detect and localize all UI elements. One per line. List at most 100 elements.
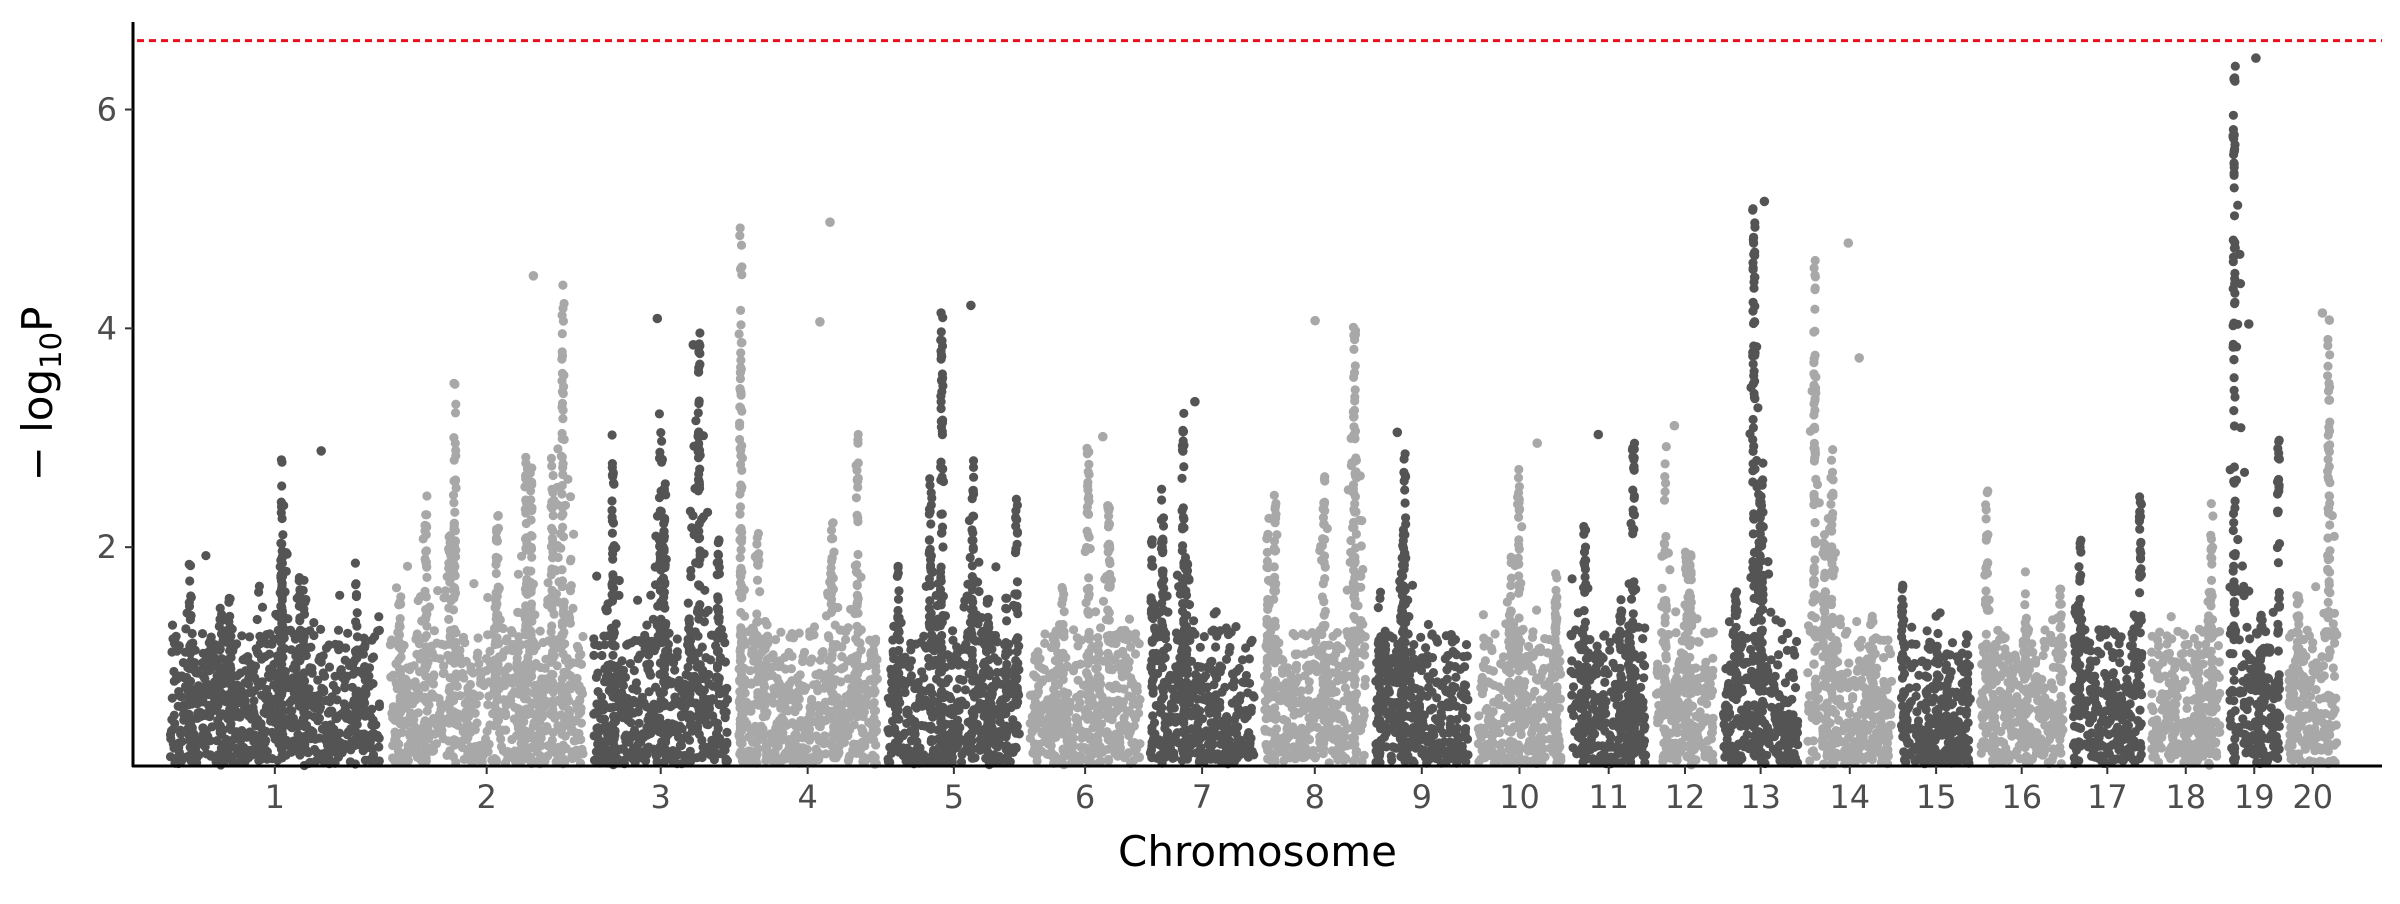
snp-point bbox=[359, 643, 370, 653]
snp-point bbox=[253, 731, 263, 741]
data-points bbox=[165, 53, 2342, 771]
snp-point bbox=[445, 547, 455, 557]
snp-point bbox=[659, 546, 669, 556]
snp-point bbox=[522, 481, 532, 491]
snp-point bbox=[736, 738, 746, 749]
snp-point bbox=[448, 490, 459, 500]
snp-point bbox=[902, 705, 913, 715]
snp-point bbox=[1115, 662, 1125, 672]
snp-point bbox=[890, 703, 901, 713]
snp-point bbox=[607, 463, 617, 473]
snp-point bbox=[558, 522, 568, 532]
snp-point bbox=[422, 706, 432, 716]
snp-point bbox=[968, 597, 978, 607]
snp-point bbox=[771, 735, 781, 745]
snp-point bbox=[300, 721, 310, 732]
snp-point bbox=[762, 708, 772, 718]
snp-point bbox=[694, 674, 705, 684]
snp-point bbox=[737, 590, 747, 600]
snp-point bbox=[575, 749, 585, 759]
snp-point bbox=[325, 697, 335, 707]
snp-point bbox=[736, 388, 746, 398]
snp-point bbox=[547, 709, 557, 720]
snp-point bbox=[299, 714, 309, 724]
snp-point bbox=[955, 674, 965, 684]
snp-point bbox=[287, 695, 297, 705]
snp-point bbox=[984, 671, 995, 681]
snp-point bbox=[926, 551, 937, 561]
snp-point bbox=[927, 630, 937, 640]
snp-point bbox=[1093, 702, 1104, 712]
snp-point bbox=[321, 722, 331, 732]
snp-point bbox=[837, 728, 847, 739]
snp-point bbox=[794, 628, 804, 638]
snp-point bbox=[224, 712, 234, 722]
snp-point bbox=[216, 743, 226, 753]
snp-point bbox=[445, 633, 455, 643]
snp-point bbox=[1012, 539, 1022, 549]
snp-point bbox=[987, 685, 998, 695]
snp-point bbox=[296, 676, 306, 686]
snp-point bbox=[628, 684, 638, 694]
snp-point bbox=[1094, 640, 1104, 650]
snp-point bbox=[892, 662, 902, 672]
snp-point bbox=[902, 743, 912, 753]
snp-point bbox=[420, 692, 430, 703]
snp-point bbox=[753, 560, 763, 570]
snp-point bbox=[1050, 678, 1060, 689]
snp-point bbox=[659, 526, 669, 537]
snp-point bbox=[185, 750, 195, 760]
snp-point bbox=[805, 627, 815, 637]
snp-point bbox=[685, 680, 695, 691]
snp-point bbox=[557, 310, 567, 320]
snp-point bbox=[952, 684, 962, 694]
snp-point bbox=[319, 687, 329, 697]
snp-point bbox=[1050, 655, 1060, 666]
snp-point bbox=[522, 604, 532, 614]
snp-point bbox=[871, 719, 882, 729]
snp-point bbox=[463, 683, 473, 693]
snp-point bbox=[853, 608, 863, 618]
snp-point bbox=[1083, 754, 1093, 764]
snp-point bbox=[169, 710, 179, 720]
snp-point bbox=[444, 614, 454, 625]
snp-point bbox=[752, 575, 763, 585]
snp-point bbox=[983, 720, 994, 731]
snp-point bbox=[267, 639, 277, 649]
snp-point bbox=[694, 559, 704, 569]
snp-point bbox=[805, 710, 815, 720]
snp-point bbox=[169, 666, 179, 677]
snp-point bbox=[701, 653, 711, 663]
snp-point bbox=[674, 749, 684, 760]
snp-point bbox=[558, 459, 568, 469]
snp-point bbox=[969, 489, 979, 499]
snp-point bbox=[813, 686, 823, 696]
snp-point bbox=[449, 476, 459, 486]
snp-point bbox=[451, 451, 461, 461]
snp-point bbox=[609, 711, 619, 721]
snp-point bbox=[659, 599, 669, 609]
snp-point bbox=[535, 725, 545, 736]
snp-point bbox=[558, 501, 568, 511]
snp-point bbox=[633, 595, 643, 605]
snp-point bbox=[401, 720, 411, 730]
snp-point bbox=[937, 509, 947, 519]
snp-point bbox=[1093, 736, 1103, 746]
snp-point bbox=[926, 756, 936, 766]
snp-point bbox=[276, 538, 286, 548]
snp-point bbox=[277, 667, 287, 677]
snp-point bbox=[352, 632, 362, 642]
snp-point bbox=[659, 729, 669, 739]
snp-point bbox=[185, 736, 195, 746]
snp-point bbox=[351, 590, 362, 600]
snp-point bbox=[1103, 605, 1113, 615]
snp-point bbox=[1002, 593, 1012, 603]
snp-point bbox=[807, 654, 817, 664]
snp-point bbox=[422, 510, 432, 520]
snp-point bbox=[737, 636, 747, 646]
snp-point bbox=[428, 746, 439, 756]
snp-point bbox=[760, 639, 771, 650]
snp-point bbox=[857, 724, 867, 734]
snp-point bbox=[1084, 696, 1094, 706]
